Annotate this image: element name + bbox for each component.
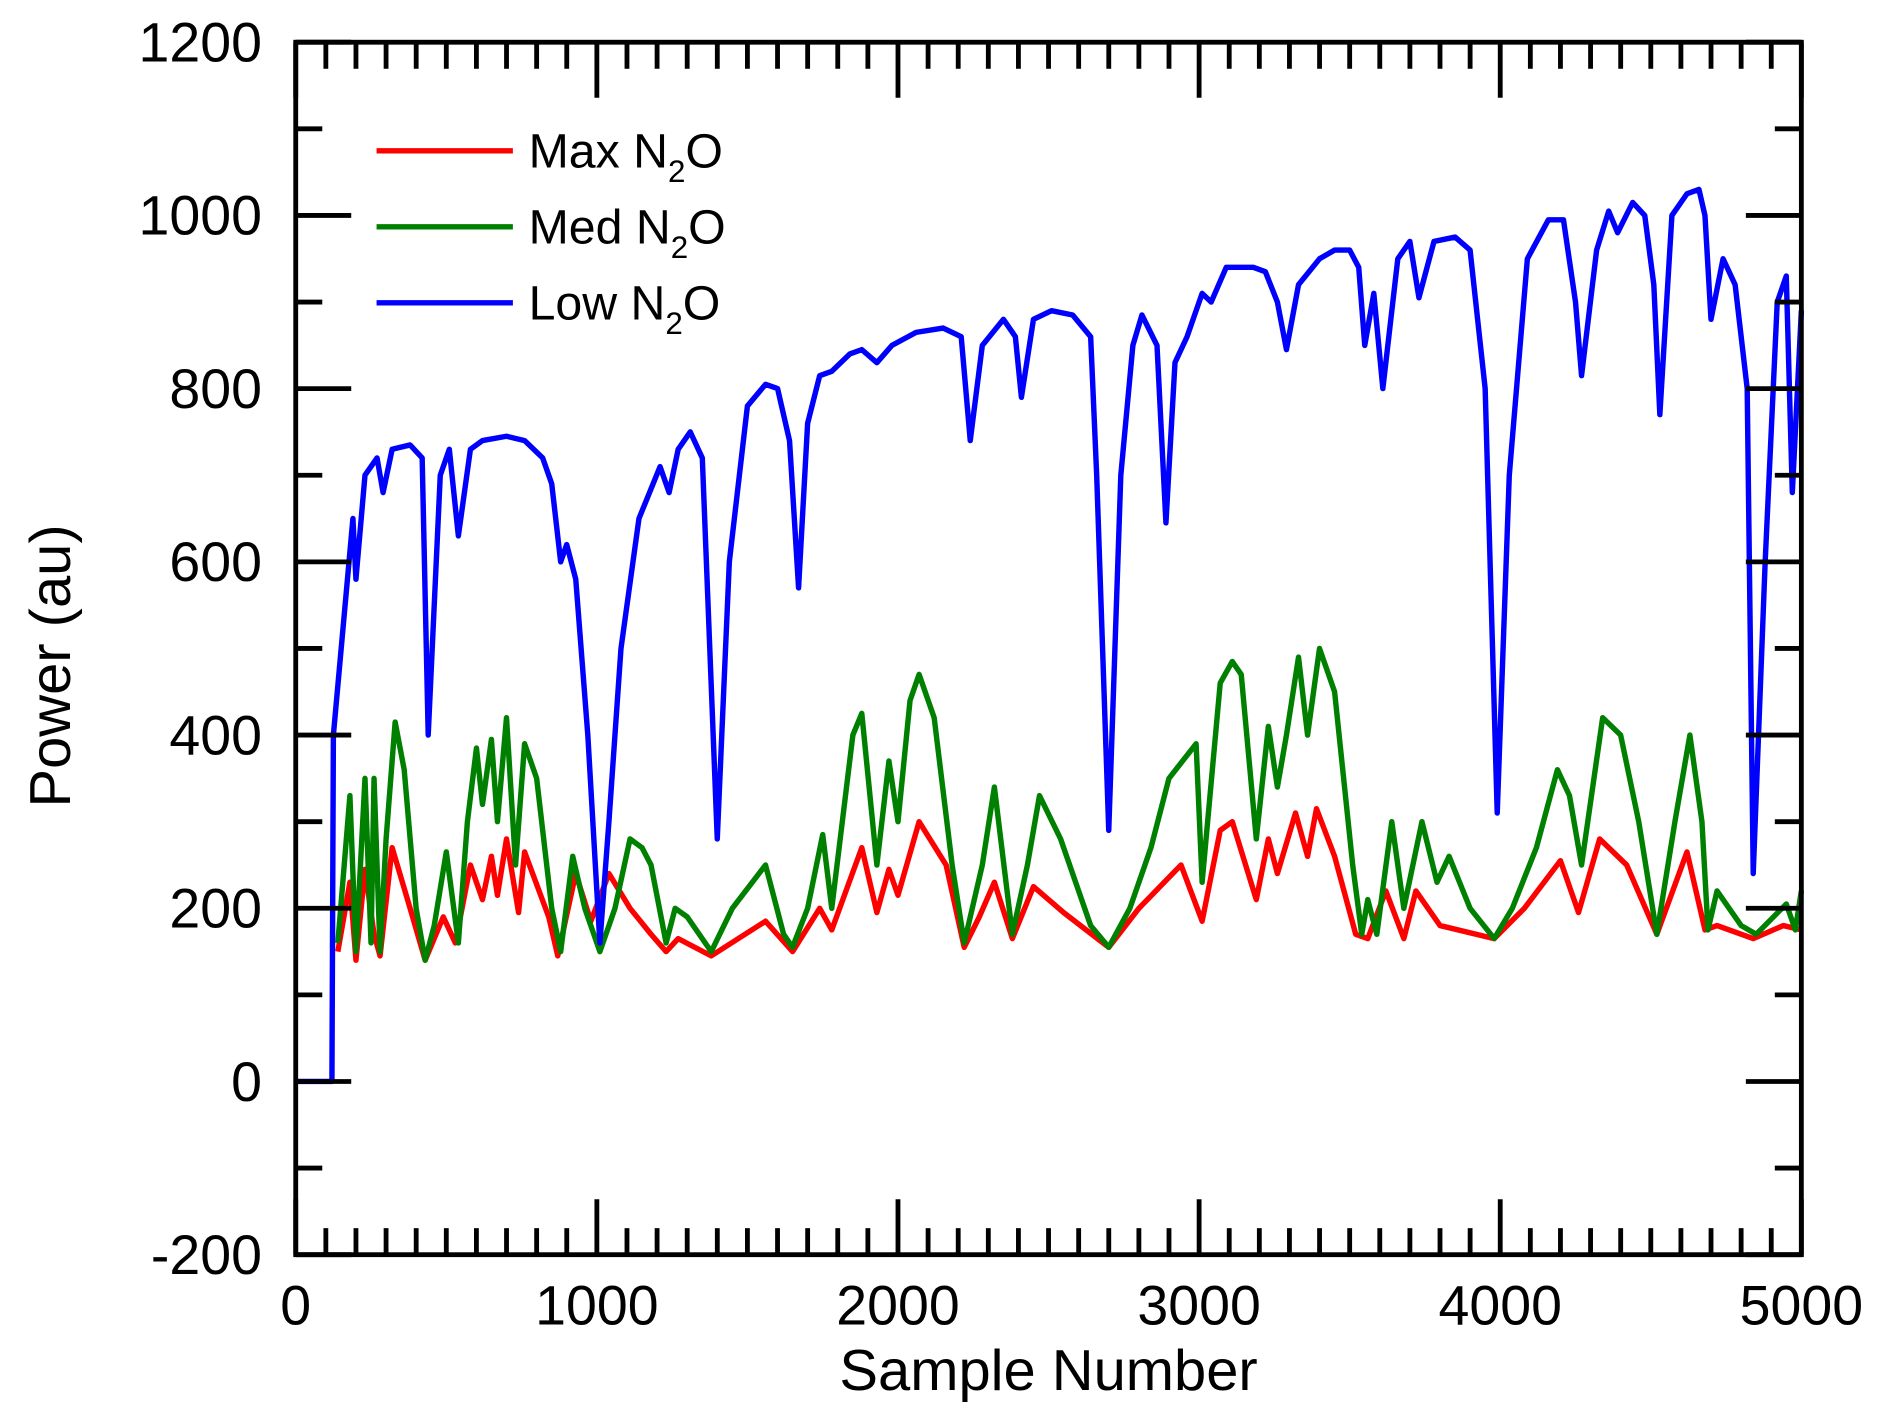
series-line-med-n2o: [335, 645, 1805, 963]
legend-item: Max N2O: [376, 125, 723, 189]
series-line-max-n2o: [335, 805, 1802, 963]
y-tick-label: 200: [169, 878, 262, 940]
plot-frame: [293, 39, 1804, 1258]
y-tick-label: 0: [231, 1051, 262, 1113]
legend-label: Low N2O: [529, 277, 721, 341]
y-tick-label: 1000: [139, 185, 262, 247]
x-tick-label: 5000: [1740, 1275, 1863, 1337]
x-axis-title: Sample Number: [839, 1339, 1257, 1403]
legend-label: Max N2O: [529, 125, 723, 189]
series-line-low-n2o: [295, 186, 1805, 1085]
legend-item: Low N2O: [376, 277, 721, 341]
series-layer: [295, 186, 1805, 1085]
y-tick-label: 600: [169, 531, 262, 593]
y-tick-label: -200: [151, 1224, 262, 1286]
y-tick-label: 400: [169, 704, 262, 766]
x-tick-label: 3000: [1137, 1275, 1260, 1337]
axes: [293, 39, 1804, 1258]
legend: Max N2O Med N2O Low N2O: [376, 125, 726, 341]
y-tick-label: 800: [169, 358, 262, 420]
legend-label: Med N2O: [529, 201, 726, 265]
x-tick-label: 2000: [836, 1275, 959, 1337]
x-tick-label: 4000: [1439, 1275, 1562, 1337]
x-tick-label: 0: [280, 1275, 311, 1337]
x-tick-labels: 0 1000 2000 3000 4000 5000: [280, 1275, 1863, 1337]
y-axis-title: Power (au): [19, 524, 83, 807]
legend-item: Med N2O: [376, 201, 726, 265]
y-tick-label: 1200: [139, 12, 262, 74]
x-tick-label: 1000: [535, 1275, 658, 1337]
y-tick-labels: -200 0 200 400 600 800 1000 1200: [139, 12, 262, 1286]
